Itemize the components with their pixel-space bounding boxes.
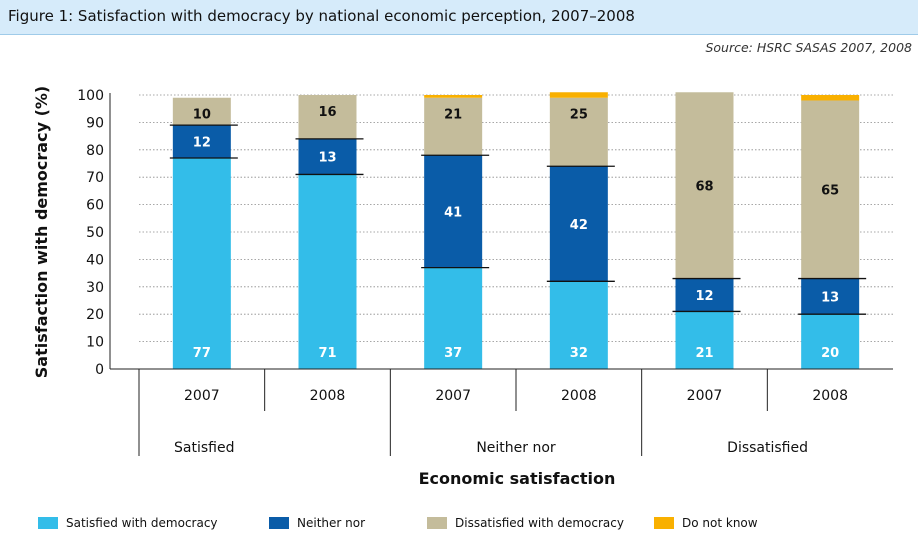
bar-segment: [298, 174, 357, 369]
data-label: 20: [821, 346, 839, 361]
y-axis-title: Satisfaction with democracy (%): [32, 86, 51, 378]
bar-segment: [424, 95, 483, 98]
y-tick-label: 0: [95, 362, 104, 378]
y-tick-label: 40: [86, 252, 104, 268]
legend-item: Satisfied with democracy: [38, 516, 218, 530]
bar-segment: [675, 92, 734, 279]
bar-segment: [549, 92, 608, 98]
data-label: 41: [444, 205, 462, 220]
data-label: 21: [695, 346, 713, 361]
bars: 77 12 10 71 13 16 37 41 21 32 42 25 21 12 68 20 13 65: [169, 92, 867, 369]
bar-segment: [675, 311, 734, 369]
legend-swatch: [38, 517, 58, 529]
x-group-label: Neither nor: [476, 440, 556, 456]
bar-segment: [424, 155, 483, 268]
gridlines: [139, 94, 893, 343]
legend-label: Dissatisfied with democracy: [455, 516, 624, 530]
x-category-label: 2007: [435, 388, 471, 404]
bar-segment: [172, 125, 231, 159]
bar-segment: [801, 314, 860, 369]
legend-label: Do not know: [682, 516, 758, 530]
legend: Satisfied with democracy Neither nor Dissa…: [0, 516, 918, 536]
x-category-label: 2007: [184, 388, 220, 404]
figure-header: Figure 1: Satisfaction with democracy by…: [0, 0, 918, 35]
data-label: 25: [570, 108, 588, 123]
legend-item: Neither nor: [269, 516, 365, 530]
legend-swatch: [269, 517, 289, 529]
bar-segment: [801, 278, 860, 315]
x-group-label: Satisfied: [174, 440, 234, 456]
bar-segment: [549, 166, 608, 282]
data-label: 12: [695, 289, 713, 304]
y-tick-label: 60: [86, 198, 104, 214]
figure-title: Figure 1: Satisfaction with democracy by…: [8, 7, 635, 25]
data-label: 13: [318, 151, 336, 166]
data-label: 37: [444, 346, 462, 361]
data-label: 42: [570, 218, 588, 233]
data-label: 13: [821, 290, 839, 305]
y-tick-label: 80: [86, 143, 104, 159]
bar-segment: [298, 138, 357, 175]
x-category-label: 2007: [687, 388, 723, 404]
x-category-label: 2008: [561, 388, 597, 404]
bar-segment: [801, 100, 860, 279]
y-tick-label: 100: [77, 88, 104, 104]
data-label: 32: [570, 346, 588, 361]
data-label: 71: [318, 346, 336, 361]
bar-segment: [675, 278, 734, 312]
y-tick-label: 70: [86, 170, 104, 186]
x-group-label: Dissatisfied: [727, 440, 808, 456]
bar-segment: [424, 97, 483, 156]
source-note: Source: HSRC SASAS 2007, 2008: [705, 40, 912, 55]
legend-item: Do not know: [654, 516, 758, 530]
legend-label: Satisfied with democracy: [66, 516, 218, 530]
legend-swatch: [427, 517, 447, 529]
y-tick-label: 50: [86, 225, 104, 241]
y-tick-label: 30: [86, 280, 104, 296]
y-tick-label: 20: [86, 307, 104, 323]
bar-segment: [172, 158, 231, 369]
legend-label: Neither nor: [297, 516, 366, 530]
bar-segment: [172, 97, 231, 126]
data-label: 77: [193, 346, 211, 361]
legend-item: Dissatisfied with democracy: [427, 516, 624, 530]
stacked-bar-chart: 77 12 10 71 13 16 37 41 21 32 42 25 21 12 68 20 13 65 0 10…: [32, 86, 893, 488]
data-label: 65: [821, 184, 839, 199]
data-label: 12: [193, 136, 211, 151]
x-category-label: 2008: [812, 388, 848, 404]
y-tick-label: 10: [86, 335, 104, 351]
data-label: 16: [318, 105, 336, 120]
axes: 0 10 20 30 40 50 60 70 80 90 100 2007 2008 2007 2008 20…: [77, 88, 893, 456]
data-label: 10: [193, 108, 211, 123]
bar-segment: [801, 95, 860, 101]
bar-segment: [549, 281, 608, 369]
bar-segment: [424, 267, 483, 369]
x-axis-title: Economic satisfaction: [419, 469, 616, 488]
data-label: 68: [695, 179, 713, 194]
legend-swatch: [654, 517, 674, 529]
data-label: 21: [444, 108, 462, 123]
y-tick-label: 90: [86, 115, 104, 131]
bar-segment: [549, 97, 608, 167]
x-category-label: 2008: [310, 388, 346, 404]
bar-segment: [298, 95, 357, 139]
